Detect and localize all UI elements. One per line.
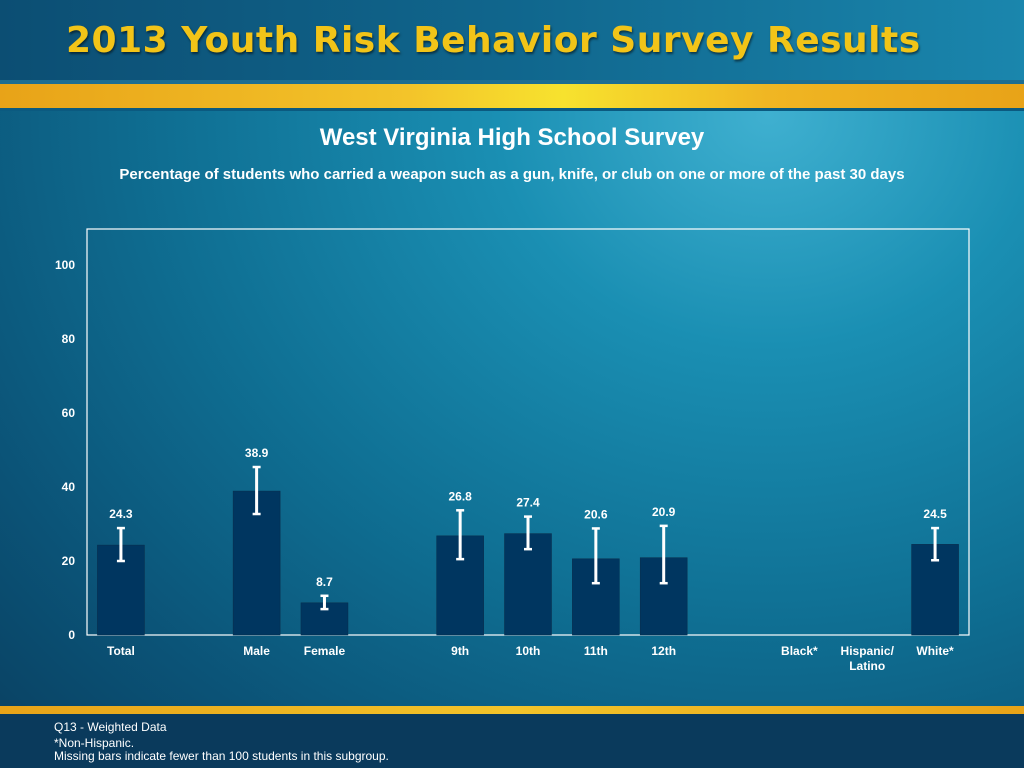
data-label: 24.5 (923, 507, 947, 521)
x-tick-label: 10th (516, 644, 541, 658)
y-tick-label: 80 (62, 332, 76, 346)
x-tick-label: 12th (651, 644, 676, 658)
footer: Q13 - Weighted Data *Non-Hispanic. Missi… (0, 714, 1024, 768)
x-tick-label: 11th (584, 644, 608, 658)
y-tick-label: 40 (62, 480, 76, 494)
footer-note-nonhispanic: *Non-Hispanic. (54, 736, 135, 750)
banner-divider (0, 80, 1024, 84)
data-label: 27.4 (516, 496, 540, 510)
header-banner: 2013 Youth Risk Behavior Survey Results (0, 0, 1024, 80)
data-label: 8.7 (316, 575, 333, 589)
y-tick-label: 100 (55, 258, 75, 272)
gold-accent-bar (0, 84, 1024, 108)
x-tick-label: White* (916, 644, 954, 658)
data-label: 20.6 (584, 507, 608, 521)
footer-note-missing: Missing bars indicate fewer than 100 stu… (54, 749, 389, 763)
x-tick-label: Female (304, 644, 346, 658)
x-tick-label: Total (107, 644, 135, 658)
x-tick-label: Latino (849, 659, 885, 673)
y-tick-label: 60 (62, 406, 76, 420)
data-label: 38.9 (245, 446, 269, 460)
x-tick-label: 9th (451, 644, 469, 658)
chart-subtitle: Percentage of students who carried a wea… (119, 166, 905, 183)
x-tick-label: Black* (781, 644, 818, 658)
y-tick-label: 20 (62, 554, 76, 568)
x-tick-label: Hispanic/ (841, 644, 895, 658)
data-label: 24.3 (109, 507, 133, 521)
data-label: 26.8 (448, 489, 472, 503)
bar-chart: 0 20 40 60 80 100 24.3 Total 38.9 Male 8.7 Female 26… (55, 258, 959, 673)
data-label: 20.9 (652, 505, 676, 519)
gold-bar-shadow (0, 108, 1024, 111)
footer-accent-band (0, 706, 1024, 714)
banner-title: 2013 Youth Risk Behavior Survey Results (66, 20, 921, 61)
y-tick-label: 0 (68, 628, 75, 642)
bar (504, 533, 552, 636)
survey-title: West Virginia High School Survey (319, 124, 705, 151)
footer-note-data: Q13 - Weighted Data (54, 720, 167, 734)
x-tick-label: Male (243, 644, 270, 658)
